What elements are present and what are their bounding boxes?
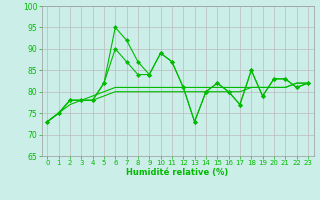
X-axis label: Humidité relative (%): Humidité relative (%) xyxy=(126,168,229,177)
